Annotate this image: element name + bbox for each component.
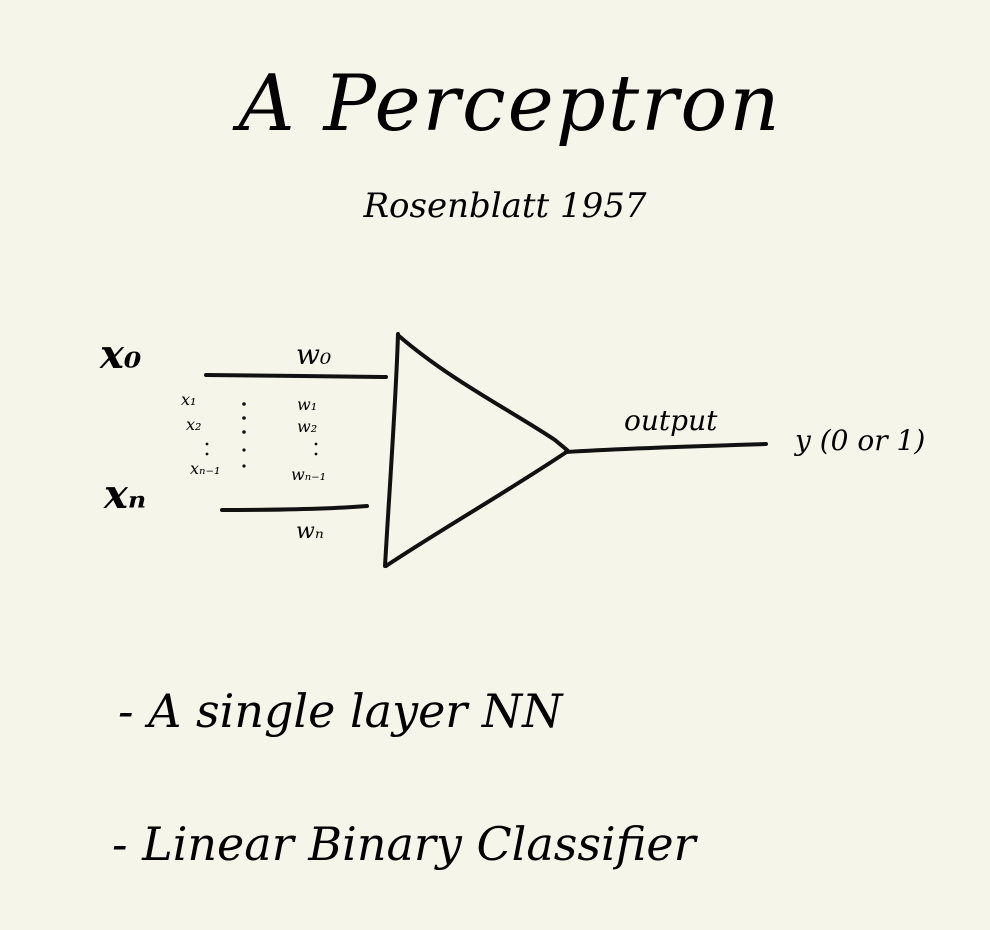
input-xn-line (220, 504, 369, 512)
weight-w2-label: w₂ (297, 417, 317, 436)
weight-wn-label: wₙ (296, 519, 324, 544)
bullet-single-layer: - A single layer NN (118, 684, 564, 738)
input-x1-label: x₁ (181, 390, 196, 409)
output-label: output (624, 404, 718, 437)
input-xn-1-label: xₙ₋₁ (190, 459, 220, 478)
output-line (564, 442, 768, 454)
diagram-title: A Perceptron (232, 59, 781, 149)
input-x2-label: x₂ (186, 415, 201, 434)
diagram-subtitle: Rosenblatt 1957 (362, 186, 646, 226)
weight-wn-1-label: wₙ₋₁ (291, 465, 326, 484)
bullet-linear-classifier: - Linear Binary Classifier (112, 817, 699, 871)
input-ellipsis (205, 402, 246, 468)
weight-w1-label: w₁ (297, 395, 317, 414)
perceptron-neuron-triangle (383, 332, 570, 568)
weight-ellipsis (314, 442, 318, 456)
output-value: y (0 or 1) (793, 424, 925, 457)
weight-w0-label: w₀ (296, 338, 331, 371)
input-xn-label: xₙ (103, 471, 146, 518)
input-x0-label: x₀ (99, 331, 142, 378)
input-x0-line (204, 373, 388, 379)
